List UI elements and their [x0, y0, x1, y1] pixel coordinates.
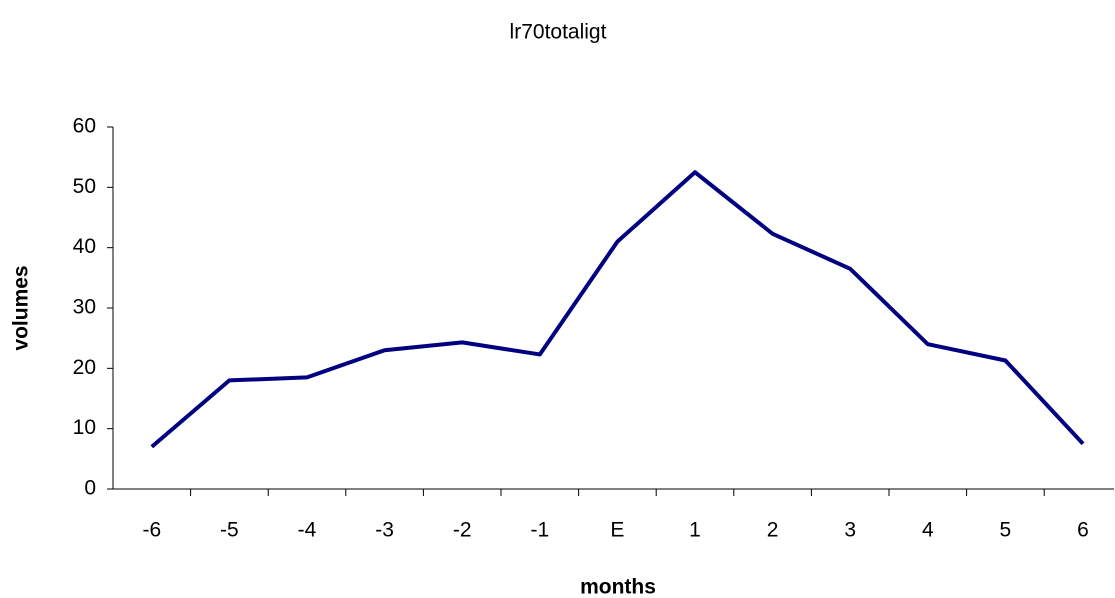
y-tick-label: 60: [73, 115, 96, 138]
y-tick-label: 0: [84, 477, 96, 500]
x-axis-title: months: [580, 576, 656, 598]
y-axis-title: volumes: [10, 265, 33, 350]
chart-title: lr70totaligt: [510, 21, 607, 44]
y-tick-label: 20: [73, 356, 96, 379]
x-tick-label: -2: [453, 519, 472, 542]
x-tick-label: -5: [220, 519, 239, 542]
y-tick-label: 50: [73, 175, 96, 198]
x-tick-label: -6: [142, 519, 161, 542]
x-tick-label: 2: [767, 519, 779, 542]
y-tick-label: 10: [73, 416, 96, 439]
x-tick-label: 3: [844, 519, 856, 542]
y-tick-label: 40: [73, 235, 96, 258]
data-line: [150, 170, 1085, 449]
x-tick-label: 4: [922, 519, 934, 542]
x-tick-label: 5: [1000, 519, 1012, 542]
x-tick-label: E: [610, 519, 624, 542]
x-tick-label: 1: [689, 519, 701, 542]
x-tick-label: 6: [1077, 519, 1089, 542]
y-tick-label: 30: [73, 296, 96, 319]
x-tick-label: -1: [530, 519, 549, 542]
x-tick-label: -3: [375, 519, 394, 542]
x-tick-label: -4: [298, 519, 317, 542]
